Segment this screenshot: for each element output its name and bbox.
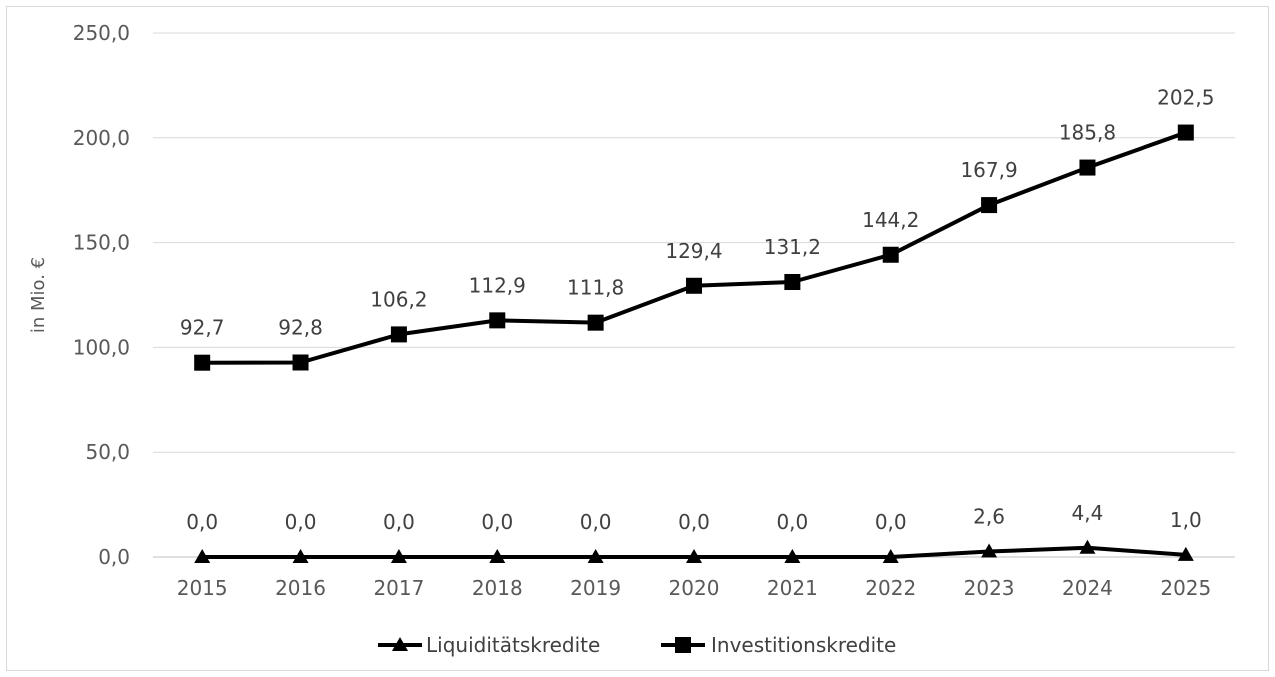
x-tick-label-2016: 2016 — [275, 576, 326, 600]
data-label-liquidit-tskredite-2025: 1,0 — [1170, 508, 1202, 532]
data-label-liquidit-tskredite-2019: 0,0 — [580, 510, 612, 534]
data-label-investitionskredite-2016: 92,8 — [278, 315, 323, 339]
x-tick-label-2023: 2023 — [964, 576, 1015, 600]
data-label-liquidit-tskredite-2021: 0,0 — [776, 510, 808, 534]
point-investitionskredite-2023 — [981, 197, 998, 214]
legend: Liquiditätskredite Investitionskredite — [378, 633, 896, 657]
data-label-liquidit-tskredite-2016: 0,0 — [285, 510, 317, 534]
point-investitionskredite-2018 — [489, 312, 506, 329]
point-liquidit-tskredite-2018 — [489, 549, 506, 563]
x-tick-label-2024: 2024 — [1062, 576, 1113, 600]
data-label-investitionskredite-2019: 111,8 — [567, 276, 624, 300]
y-tick-label-5: 250,0 — [73, 21, 130, 45]
point-liquidit-tskredite-2020 — [686, 549, 702, 563]
legend-item-liquidit-tskredite: Liquiditätskredite — [378, 633, 600, 657]
legend-marker-investitionskredite — [675, 637, 691, 653]
x-tick-label-2015: 2015 — [177, 576, 228, 600]
data-label-liquidit-tskredite-2015: 0,0 — [186, 510, 218, 534]
data-label-liquidit-tskredite-2020: 0,0 — [678, 510, 710, 534]
point-liquidit-tskredite-2017 — [390, 549, 407, 563]
series-liquidit-tskredite — [194, 539, 1194, 563]
data-label-investitionskredite-2018: 112,9 — [469, 273, 526, 297]
data-label-investitionskredite-2024: 185,8 — [1059, 121, 1116, 145]
point-investitionskredite-2021 — [784, 274, 801, 291]
legend-label-investitionskredite: Investitionskredite — [711, 633, 896, 657]
x-tick-label-2025: 2025 — [1160, 576, 1211, 600]
point-investitionskredite-2020 — [686, 277, 702, 294]
x-tick-label-2018: 2018 — [472, 576, 523, 600]
x-tick-label-2020: 2020 — [669, 576, 720, 600]
legend-label-liquidit-tskredite: Liquiditätskredite — [426, 633, 600, 657]
point-liquidit-tskredite-2021 — [784, 549, 801, 563]
data-label-liquidit-tskredite-2017: 0,0 — [383, 510, 415, 534]
data-label-investitionskredite-2021: 131,2 — [764, 235, 821, 259]
y-tick-label-3: 150,0 — [73, 231, 130, 255]
point-investitionskredite-2024 — [1079, 159, 1096, 176]
x-tick-label-2021: 2021 — [767, 576, 818, 600]
x-tick-label-2022: 2022 — [865, 576, 916, 600]
y-axis-title: in Mio. € — [28, 257, 49, 333]
y-tick-label-2: 100,0 — [73, 335, 130, 359]
point-liquidit-tskredite-2024 — [1079, 539, 1096, 554]
data-label-investitionskredite-2017: 106,2 — [370, 287, 427, 311]
point-investitionskredite-2017 — [390, 326, 407, 343]
point-liquidit-tskredite-2016 — [292, 549, 309, 563]
x-tick-label-2019: 2019 — [570, 576, 621, 600]
data-label-investitionskredite-2025: 202,5 — [1157, 86, 1214, 110]
y-tick-label-4: 200,0 — [73, 126, 130, 150]
x-axis-ticks: 2015 2016 2017 2018 2019 2020 2021 2022 2023 2024… — [177, 576, 1212, 600]
data-label-liquidit-tskredite-2018: 0,0 — [481, 510, 513, 534]
legend-marker-liquidit-tskredite — [392, 637, 408, 651]
point-investitionskredite-2025 — [1177, 124, 1194, 141]
data-label-investitionskredite-2022: 144,2 — [862, 208, 919, 232]
y-axis-ticks: 0,0 50,0 100,0 150,0 200,0 250,0 — [73, 21, 130, 569]
data-label-investitionskredite-2020: 129,4 — [665, 239, 722, 263]
data-label-liquidit-tskredite-2024: 4,4 — [1072, 501, 1104, 525]
point-liquidit-tskredite-2022 — [882, 549, 899, 563]
point-investitionskredite-2019 — [587, 314, 604, 331]
chart-frame — [6, 6, 1269, 671]
data-labels: 0,0 0,0 0,0 0,0 0,0 0,0 0,0 0,0 2,6 4,4 1,0 92,7 92,… — [180, 86, 1215, 534]
point-liquidit-tskredite-2025 — [1177, 546, 1194, 561]
point-liquidit-tskredite-2023 — [981, 543, 998, 558]
data-label-investitionskredite-2015: 92,7 — [180, 316, 225, 340]
point-investitionskredite-2015 — [194, 354, 211, 371]
data-label-liquidit-tskredite-2022: 0,0 — [875, 510, 907, 534]
y-tick-label-0: 0,0 — [98, 545, 130, 569]
x-tick-label-2017: 2017 — [373, 576, 424, 600]
point-investitionskredite-2016 — [292, 354, 309, 371]
point-liquidit-tskredite-2015 — [194, 549, 211, 563]
gridlines — [153, 32, 1235, 558]
point-liquidit-tskredite-2019 — [587, 549, 604, 563]
y-tick-label-1: 50,0 — [85, 440, 130, 464]
legend-item-investitionskredite: Investitionskredite — [661, 633, 896, 657]
point-investitionskredite-2022 — [882, 246, 899, 263]
data-label-investitionskredite-2023: 167,9 — [960, 158, 1017, 182]
series-layer — [194, 124, 1194, 563]
series-investitionskredite — [194, 124, 1194, 371]
data-label-liquidit-tskredite-2023: 2,6 — [973, 505, 1005, 529]
